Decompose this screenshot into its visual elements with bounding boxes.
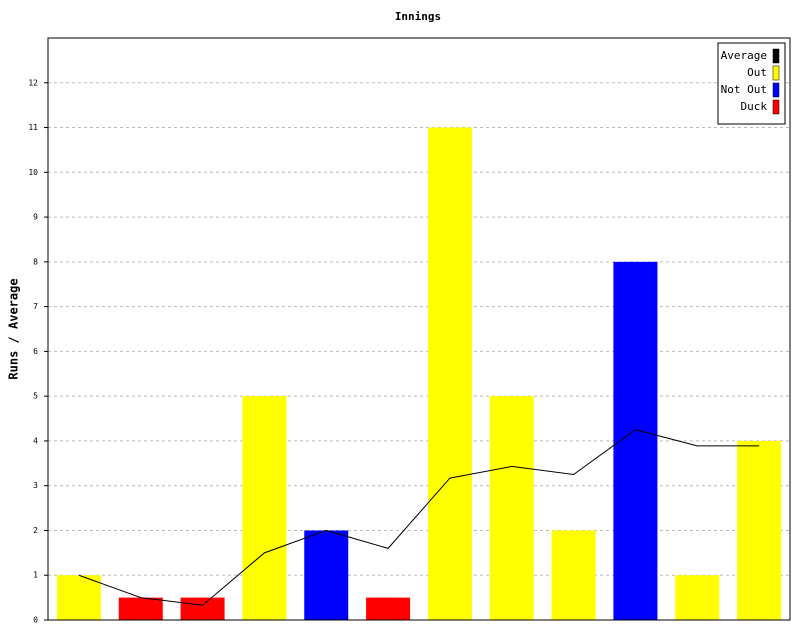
y-tick-label: 2 bbox=[33, 526, 38, 535]
bar bbox=[737, 440, 782, 620]
legend-swatch bbox=[772, 99, 780, 115]
bar bbox=[675, 575, 720, 620]
bar bbox=[304, 530, 349, 620]
y-tick-label: 11 bbox=[28, 123, 38, 132]
plot-border bbox=[47, 37, 791, 621]
bar bbox=[551, 530, 596, 620]
legend-swatch bbox=[772, 65, 780, 81]
bar bbox=[242, 396, 287, 620]
y-tick-label: 6 bbox=[33, 347, 38, 356]
y-tick-label: 12 bbox=[28, 78, 38, 87]
legend-label: Duck bbox=[741, 100, 768, 113]
legend-label: Average bbox=[721, 49, 767, 62]
legend-swatch bbox=[772, 48, 780, 64]
bar bbox=[366, 597, 411, 620]
y-tick-label: 7 bbox=[33, 302, 38, 311]
y-tick-label: 0 bbox=[33, 616, 38, 625]
bar bbox=[489, 396, 534, 620]
bar bbox=[118, 597, 163, 620]
y-tick-label: 4 bbox=[33, 436, 38, 445]
legend-label: Not Out bbox=[721, 83, 767, 96]
y-tick-label: 8 bbox=[33, 257, 38, 266]
y-tick-label: 5 bbox=[33, 392, 38, 401]
bar bbox=[56, 575, 101, 620]
y-tick-label: 9 bbox=[33, 213, 38, 222]
legend-label: Out bbox=[747, 66, 767, 79]
bar bbox=[180, 597, 225, 620]
y-axis-label: Runs / Average bbox=[7, 278, 21, 379]
y-tick-label: 1 bbox=[33, 571, 38, 580]
legend-swatch bbox=[772, 82, 780, 98]
bar bbox=[427, 127, 472, 621]
y-tick-label: 3 bbox=[33, 481, 38, 490]
y-tick-label: 10 bbox=[28, 168, 38, 177]
chart-title: Innings bbox=[395, 10, 441, 23]
average-line bbox=[78, 429, 760, 606]
